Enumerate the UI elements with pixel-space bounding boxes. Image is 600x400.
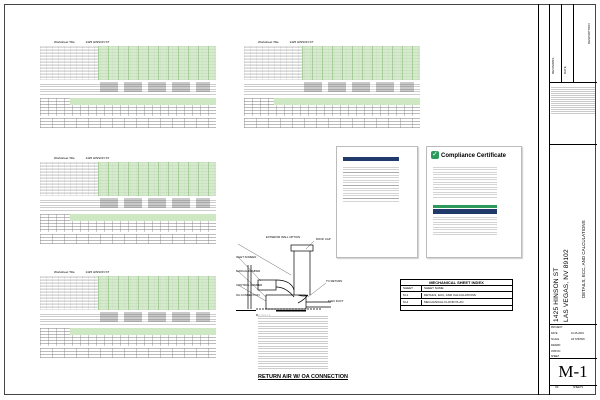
sheet-number: M-1 (549, 358, 597, 386)
title-block: REVISIONS DATE DESCRIPTION 1425 HINSON S… (538, 4, 597, 395)
calc-grid (40, 46, 216, 80)
calc-grid-tertiary (40, 348, 216, 358)
detail-label: CONTROL DAMPER (236, 283, 263, 287)
detail-label: INLET SCREEN (236, 255, 257, 259)
report-header-band (343, 157, 399, 161)
sheet-name: MECHANICAL FLOOR PLAN (421, 300, 463, 305)
energy-report-page (336, 146, 418, 258)
sheet-label: SHEET (551, 355, 560, 358)
sheet-index-row: M-2 MECHANICAL FLOOR PLAN (401, 300, 512, 306)
detail-title: RETURN AIR W/ OA CONNECTION (258, 374, 349, 380)
calc-project: 1425 HINSON ST (85, 156, 110, 160)
certificate-table-rows (433, 215, 497, 237)
compliance-title: Compliance Certificate (441, 153, 507, 159)
calc-grid-tertiary (244, 118, 420, 128)
calc-grid-secondary (40, 328, 216, 346)
calc-worksheet-3: Worksheet Title 1425 HINSON ST (40, 156, 216, 246)
duct-detail-svg (236, 240, 331, 312)
calc-grid (244, 46, 420, 80)
calc-project: 1425 HINSON ST (85, 270, 110, 274)
calc-worksheet-2: Worksheet Title 1425 HINSON ST (244, 40, 420, 130)
drawing-sheet (4, 4, 596, 395)
sheet-index-row: M-1 DETAILS, ECC, AND CALCULATIONS (401, 293, 512, 299)
date-label: DATE (563, 66, 567, 74)
sheet-no-header: SHEET (403, 286, 414, 290)
title-block-notes (551, 86, 595, 114)
scale-value: AS SHOWN (571, 338, 585, 341)
check-icon: ✓ (431, 151, 439, 159)
calc-grid-secondary (40, 214, 216, 232)
calc-worksheet-1: Worksheet Title 1425 HINSON ST (40, 40, 216, 130)
calc-grid (40, 276, 216, 310)
calc-grid (40, 162, 216, 196)
detail-label: MANUAL DAMPER (236, 269, 261, 273)
scale-label: SCALE (551, 338, 560, 341)
revisions-box: REVISIONS DATE DESCRIPTION (549, 4, 597, 83)
sheet-title: DETAILS, ECC, AND CALCULATIONS (581, 220, 586, 298)
calc-worksheet-header: Worksheet Title 1425 HINSON ST (54, 270, 119, 274)
date-field-label: DATE (551, 332, 558, 335)
mechanical-sheet-index: MECHANICAL SHEET INDEX SHEET SHEET NAME … (400, 279, 513, 311)
job-label: JOB NO. (551, 350, 562, 353)
certificate-table-header (433, 209, 497, 214)
calc-grid-tertiary (40, 234, 216, 244)
calc-worksheet-4: Worksheet Title 1425 HINSON ST (40, 270, 216, 360)
calc-worksheet-header: Worksheet Title 1425 HINSON ST (258, 40, 323, 44)
calc-grid-secondary (40, 98, 216, 116)
certificate-rows (433, 165, 497, 199)
calc-notes (40, 312, 216, 326)
sheet-index-header: SHEET SHEET NAME (401, 286, 512, 292)
detail-label: FLEX DUCT (328, 299, 344, 303)
calc-title: Worksheet Title (54, 156, 75, 160)
detail-label: ROOF CAP (316, 237, 331, 241)
date-value: 10-25-2019 (571, 332, 584, 335)
detail-notes (258, 314, 328, 370)
sheet-of-label: OF (555, 386, 559, 389)
calc-notes (244, 82, 420, 96)
calc-grid-tertiary (40, 118, 216, 128)
calc-title: Worksheet Title (54, 40, 75, 44)
calc-notes (40, 198, 216, 212)
address-line-2: LAS VEGAS, NV 89102 (563, 249, 570, 322)
calc-grid-secondary (244, 98, 420, 116)
address-line-1: 1425 HINSON ST (553, 267, 560, 322)
calc-project: 1425 HINSON ST (85, 40, 110, 44)
sheet-index-title: MECHANICAL SHEET INDEX (401, 280, 512, 286)
sheet-no: M-2 (403, 300, 409, 304)
drawn-label: DRAWN (551, 344, 561, 347)
compliance-certificate: ✓ Compliance Certificate (426, 146, 522, 258)
sheet-name: DETAILS, ECC, AND CALCULATIONS (421, 293, 476, 298)
detail-label: OA CONNECTION (236, 293, 260, 297)
certificate-band (433, 205, 497, 208)
calc-project: 1425 HINSON ST (289, 40, 314, 44)
calc-title: Worksheet Title (258, 40, 279, 44)
detail-label: EXTERIOR WALL OPTION (266, 235, 300, 239)
sheet-name-header: SHEET NAME (421, 286, 443, 291)
calc-notes (40, 82, 216, 96)
calc-worksheet-header: Worksheet Title 1425 HINSON ST (54, 156, 119, 160)
sheets-label: SHEETS (573, 386, 584, 389)
detail-label: TO RETURN (326, 279, 343, 283)
report-rows (343, 165, 399, 203)
calc-worksheet-header: Worksheet Title 1425 HINSON ST (54, 40, 119, 44)
project-label: PROJECT (551, 326, 563, 329)
revisions-label: REVISIONS (551, 57, 555, 74)
description-label: DESCRIPTION (587, 23, 591, 44)
sheet-no: M-1 (403, 293, 409, 297)
calc-title: Worksheet Title (54, 270, 75, 274)
